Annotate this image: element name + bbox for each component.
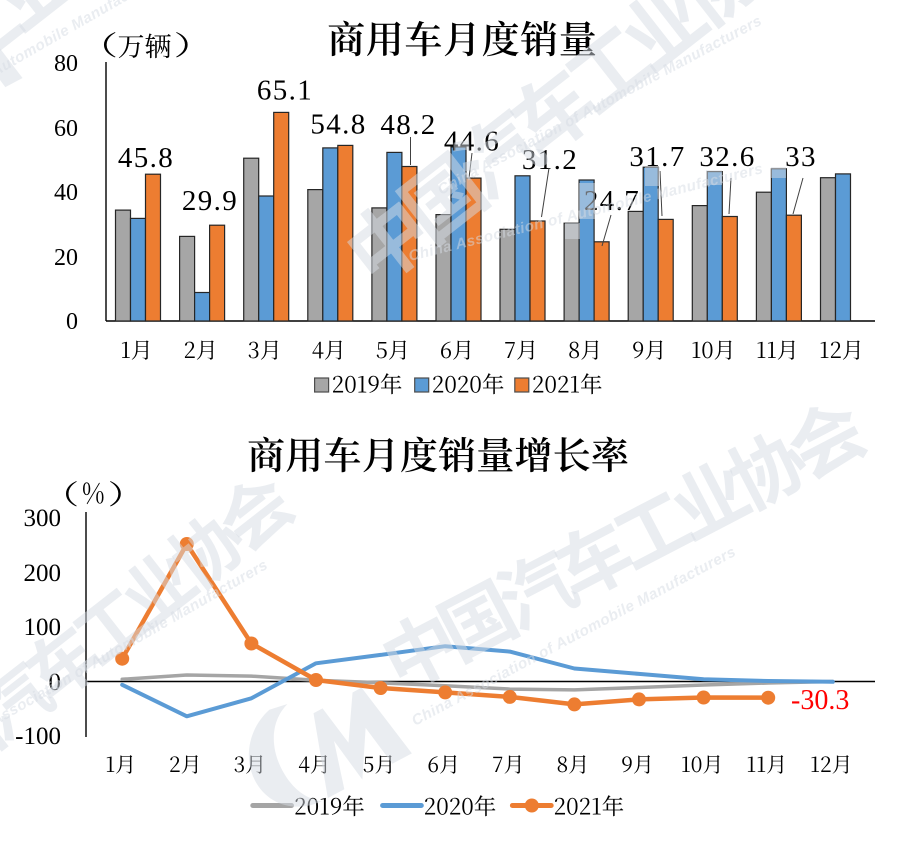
svg-text:33: 33 [785,141,817,173]
svg-text:-100: -100 [15,723,61,750]
svg-text:0: 0 [66,309,78,335]
svg-text:60: 60 [54,116,78,142]
svg-text:40: 40 [54,180,78,206]
svg-text:100: 100 [24,614,62,641]
svg-text:300: 300 [24,505,62,532]
svg-text:54.8: 54.8 [310,109,366,141]
svg-text:65.1: 65.1 [257,75,313,107]
svg-text:80: 80 [54,51,78,77]
svg-text:48.2: 48.2 [380,109,436,141]
svg-text:200: 200 [24,560,62,587]
svg-text:32.6: 32.6 [699,141,755,173]
svg-text:20: 20 [54,245,78,271]
svg-text:29.9: 29.9 [182,185,238,217]
svg-text:45.8: 45.8 [118,142,174,174]
svg-text:-30.3: -30.3 [791,685,849,716]
